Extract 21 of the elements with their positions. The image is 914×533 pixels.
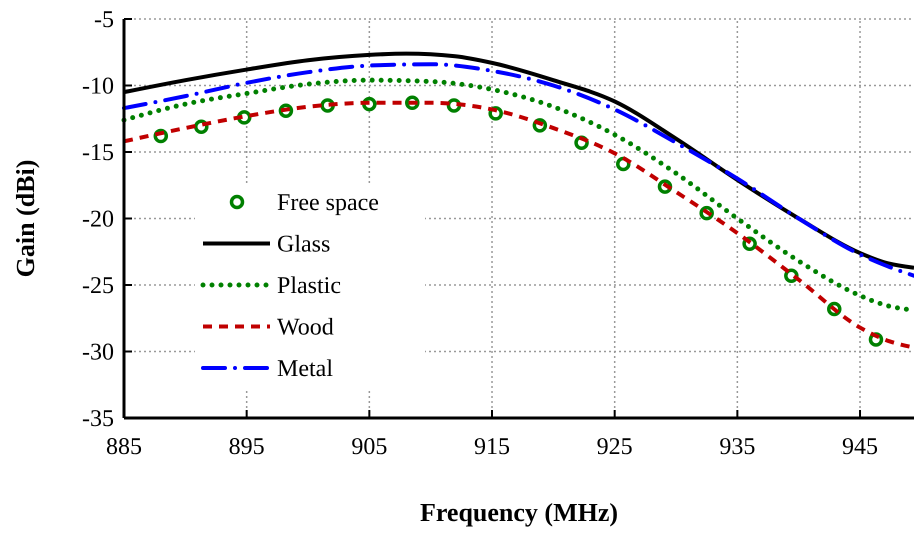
- y-tick-label: -20: [82, 206, 114, 232]
- x-tick-label: 945: [842, 434, 878, 460]
- x-tick-label: 895: [228, 434, 265, 460]
- y-tick-label: -30: [82, 340, 114, 366]
- x-tick-label: 925: [596, 434, 633, 460]
- x-tick-label: 905: [351, 434, 388, 460]
- legend-label: Metal: [277, 356, 334, 382]
- y-axis-title: Gain (dBi): [11, 160, 40, 278]
- x-tick-label: 935: [719, 434, 756, 460]
- legend-label: Plastic: [277, 273, 341, 299]
- x-tick-label: 885: [106, 434, 142, 460]
- legend-label: Free space: [277, 190, 379, 216]
- y-tick-label: -15: [82, 140, 114, 166]
- x-axis-title: Frequency (MHz): [420, 498, 618, 527]
- y-tick-label: -5: [94, 7, 114, 33]
- legend-label: Wood: [277, 314, 334, 340]
- x-tick-label: 915: [474, 434, 510, 460]
- y-tick-label: -10: [82, 74, 114, 100]
- y-tick-label: -35: [82, 406, 114, 432]
- legend-label: Glass: [277, 232, 330, 258]
- y-tick-label: -25: [82, 273, 114, 299]
